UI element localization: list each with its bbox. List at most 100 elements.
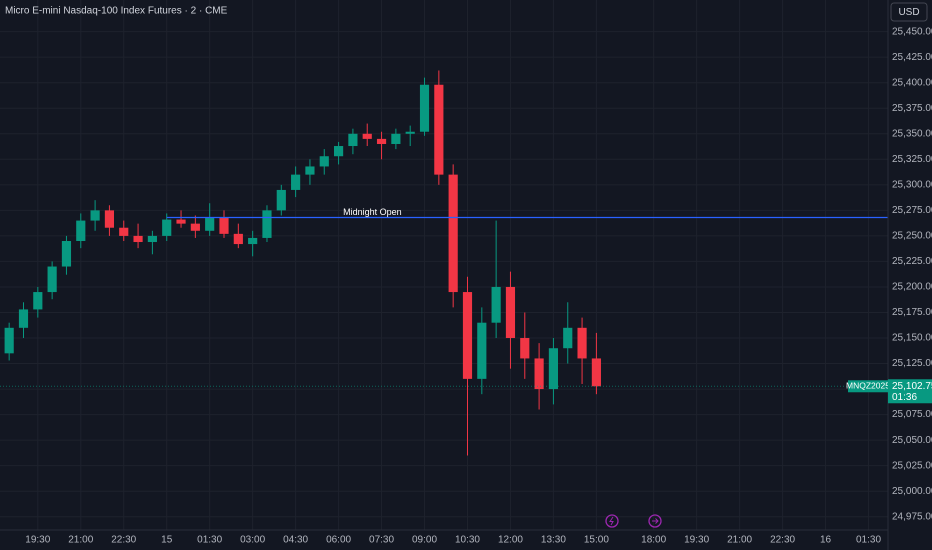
candle-body [219,217,229,234]
x-tick-label: 01:30 [197,535,222,546]
x-tick-label: 15:00 [584,535,609,546]
candle-body [434,84,444,175]
grid [0,0,888,530]
x-tick-label: 19:30 [25,535,50,546]
candle-body [176,219,186,224]
x-tick-label: 07:30 [369,535,394,546]
y-tick-label: 25,425.00 [892,52,932,63]
x-tick-label: 03:00 [240,535,265,546]
candle-body [391,133,401,144]
x-tick-label: 04:30 [283,535,308,546]
event-icon[interactable] [648,514,662,528]
candle-body [348,133,358,147]
candle-body [405,131,415,134]
candle-body [33,292,43,310]
x-tick-label: 10:30 [455,535,480,546]
candle-body [319,156,329,167]
candle-body [133,235,143,243]
y-tick-label: 25,125.00 [892,358,932,369]
candle-body [18,309,29,328]
symbol-label: MNQZ2025 [846,381,890,391]
candle-body [119,227,129,236]
candle-body [591,358,601,387]
x-tick-label: 06:00 [326,535,351,546]
candle-body [233,233,243,245]
candle-body [4,327,14,354]
candle-body [477,322,487,379]
price-tag [888,379,932,404]
y-tick-label: 25,375.00 [892,103,932,114]
candle-body [505,286,516,339]
y-tick-label: 25,150.00 [892,333,932,344]
last-price-label: 25,102.75 [892,381,932,392]
event-icon [652,518,659,524]
candle-body [376,138,387,144]
candle-body [276,189,286,211]
countdown-label: 01:36 [892,392,917,403]
x-tick-label: 22:30 [770,535,795,546]
event-icon [609,516,614,526]
y-tick-label: 25,050.00 [892,435,932,446]
x-tick-label: 16 [820,535,832,546]
x-tick-label: 19:30 [684,535,709,546]
candle-body [534,358,544,390]
candle-body [104,210,115,228]
plot: Midnight Open [0,70,888,456]
chart-title: Micro E-mini Nasdaq-100 Index Futures · … [5,6,228,17]
candle-body [190,223,200,231]
x-tick-label: 09:00 [412,535,437,546]
candle-body [334,146,344,157]
candle-body [162,219,172,236]
candle-body [205,217,215,231]
currency-button[interactable] [890,2,928,22]
y-tick-label: 25,350.00 [892,128,932,139]
candle-body [76,220,86,242]
x-tick-label: 01:30 [856,535,881,546]
x-tick-label: 21:00 [68,535,93,546]
y-tick-label: 25,275.00 [892,205,932,216]
y-tick-label: 25,075.00 [892,409,932,420]
event-icon[interactable] [605,514,619,528]
y-tick-label: 25,250.00 [892,231,932,242]
midnight-open-label: Midnight Open [343,207,402,217]
y-tick-label: 25,225.00 [892,256,932,267]
x-tick-label: 18:00 [641,535,666,546]
y-tick-label: 25,200.00 [892,282,932,293]
candle-body [47,266,57,293]
x-tick-label: 22:30 [111,535,136,546]
candle-body [305,166,315,175]
y-tick-label: 25,175.00 [892,307,932,318]
candle-body [362,133,372,139]
y-tick-label: 25,300.00 [892,179,932,190]
candle-body [548,348,559,390]
y-tick-label: 25,025.00 [892,460,932,471]
x-tick-label: 21:00 [727,535,752,546]
x-tick-label: 13:30 [541,535,566,546]
event-icon[interactable] [605,514,619,528]
currency[interactable]: USD [898,7,919,18]
y-tick-label: 25,000.00 [892,486,932,497]
symbol-tag [848,380,888,393]
event-icon[interactable] [648,514,662,528]
candle-body [262,210,272,238]
x-tick-label: 12:00 [498,535,523,546]
candle-body [448,174,458,293]
candle-body [419,84,430,132]
y-tick-label: 24,975.00 [892,511,932,522]
candle-body [520,338,530,359]
candle-body [61,241,72,267]
candle-body [291,174,301,190]
candle-body [577,327,587,359]
candle-body [491,286,501,323]
y-tick-label: 25,450.00 [892,26,932,37]
candle-body [462,292,473,379]
x-tick-label: 15 [161,535,173,546]
candle-body [248,237,258,245]
candle-body [563,327,573,349]
y-tick-label: 25,400.00 [892,77,932,88]
y-tick-label: 25,325.00 [892,154,932,165]
candle-body [90,210,100,221]
candle-body [147,235,157,243]
